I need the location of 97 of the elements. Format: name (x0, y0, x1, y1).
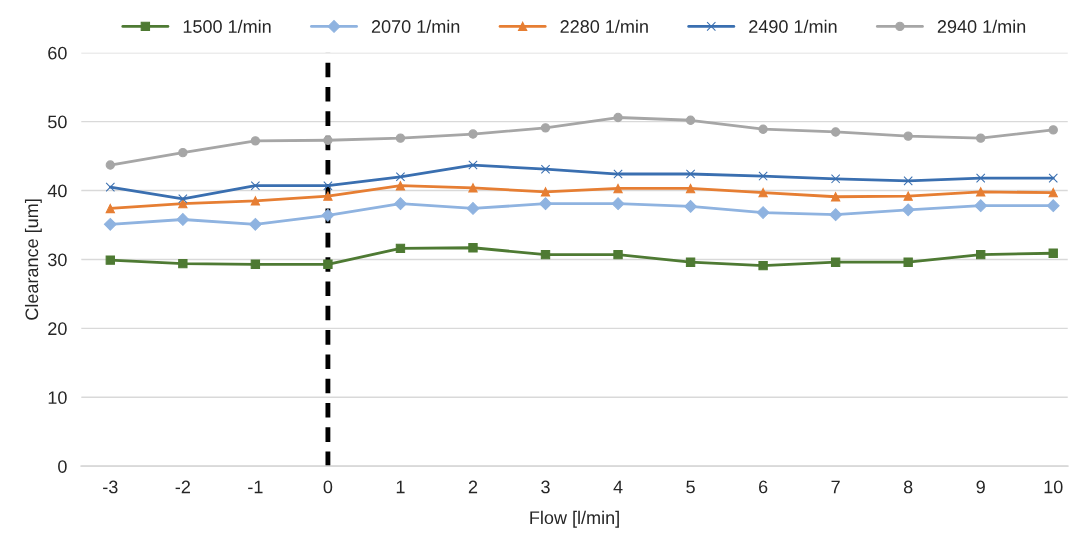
point (250, 259, 261, 269)
point (321, 208, 335, 222)
x-tick-label: -3 (103, 480, 118, 494)
y-tick-label: 50 (48, 115, 67, 129)
legend-label: 2490 1/min (749, 19, 837, 33)
point (105, 255, 115, 265)
point (1048, 173, 1058, 183)
point (323, 191, 333, 201)
point (830, 127, 841, 137)
point (613, 183, 623, 194)
point (395, 181, 406, 191)
point (1048, 248, 1058, 258)
point (468, 129, 478, 139)
y-tick-label: 40 (47, 184, 67, 198)
point (756, 206, 770, 220)
point (468, 243, 478, 253)
x-tick-label: 8 (903, 480, 913, 494)
point (466, 202, 480, 215)
point (903, 191, 913, 201)
legend-label: 2070 1/min (371, 19, 460, 33)
y-axis-title: Clearance [um] (24, 199, 42, 320)
point (758, 171, 768, 181)
x-tick-label: 4 (613, 480, 623, 494)
x-tick-label: 7 (831, 480, 840, 494)
point (468, 160, 478, 170)
point (903, 257, 913, 267)
x-tick-label: 3 (541, 480, 550, 494)
point (685, 183, 696, 194)
y-tick-label: 0 (58, 460, 67, 473)
point (105, 203, 115, 214)
x-tick-label: 1 (396, 480, 405, 494)
point (685, 257, 696, 267)
point (394, 197, 407, 211)
x-tick-label: 6 (759, 480, 768, 494)
point (250, 196, 261, 206)
point (976, 187, 986, 197)
point (611, 197, 625, 211)
point (248, 217, 262, 231)
point (540, 164, 551, 174)
x-tick-label: -1 (248, 480, 263, 494)
point (829, 208, 843, 222)
point (758, 187, 768, 198)
point (613, 249, 623, 260)
point (105, 160, 115, 170)
legend-label: 2940 1/min (937, 19, 1026, 33)
x-tick-label: 10 (1044, 480, 1063, 494)
legend-label: 2280 1/min (560, 19, 648, 33)
point (540, 187, 551, 197)
point (178, 194, 188, 204)
point (395, 243, 406, 254)
point (830, 192, 841, 202)
point (1048, 187, 1058, 198)
point (395, 133, 406, 143)
point (250, 136, 261, 146)
point (685, 115, 696, 125)
y-tick-label: 30 (48, 253, 67, 267)
point (613, 169, 623, 179)
x-tick-label: 9 (976, 480, 985, 494)
point (830, 257, 841, 267)
y-tick-label: 10 (48, 391, 67, 405)
point (103, 217, 117, 231)
point (250, 181, 261, 191)
point (540, 123, 551, 133)
x-tick-label: 5 (686, 480, 695, 494)
point (903, 131, 913, 141)
point (976, 249, 986, 260)
point (178, 258, 188, 269)
legend-label: 1500 1/min (183, 19, 271, 33)
point (903, 176, 913, 186)
x-axis-title: Flow [l/min] (530, 510, 619, 528)
x-tick-label: 0 (323, 480, 333, 494)
point (539, 197, 552, 211)
point (830, 174, 841, 184)
point (685, 169, 696, 179)
point (684, 199, 697, 213)
point (976, 133, 986, 143)
point (758, 260, 768, 271)
point (758, 124, 768, 134)
point (323, 259, 333, 269)
point (976, 173, 986, 183)
x-tick-label: -2 (175, 480, 190, 494)
point (901, 203, 915, 217)
point (323, 181, 333, 191)
y-tick-label: 20 (48, 322, 67, 336)
point (1048, 125, 1058, 135)
point (1046, 199, 1060, 213)
point (176, 213, 190, 226)
point (395, 172, 406, 182)
point (468, 183, 478, 193)
point (613, 112, 623, 123)
point (540, 249, 551, 260)
point (323, 135, 333, 145)
point (105, 182, 115, 192)
y-tick-label: 60 (48, 46, 67, 60)
x-tick-label: 2 (468, 480, 478, 494)
point (178, 147, 188, 158)
point (974, 199, 988, 213)
